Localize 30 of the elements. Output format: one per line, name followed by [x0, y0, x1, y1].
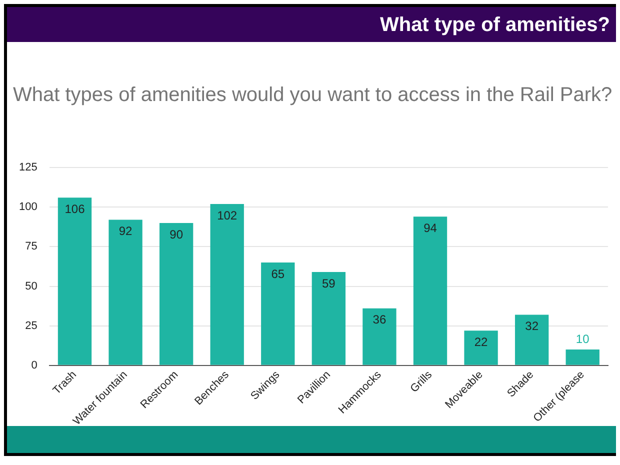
data-label: 90: [170, 227, 184, 242]
data-label: 94: [424, 220, 438, 235]
y-tick-label: 125: [18, 162, 38, 174]
bar: [58, 198, 92, 365]
bar: [464, 330, 498, 365]
data-label: 65: [271, 266, 285, 281]
data-label: 106: [64, 202, 86, 216]
bar: [362, 308, 396, 365]
data-label: 59: [322, 276, 336, 290]
data-label: 22: [474, 334, 488, 349]
chart-subtitle: What types of amenities would you want to access in the Rail Park?: [13, 83, 613, 108]
bar: [261, 262, 295, 365]
data-label: 92: [118, 224, 133, 238]
bar: [413, 216, 448, 365]
data-label: 10: [576, 332, 590, 346]
bar: [108, 220, 142, 365]
bar: [210, 204, 244, 365]
bar: [312, 272, 346, 365]
bar: [566, 350, 600, 365]
chart-title: What type of amenities?: [7, 7, 616, 42]
y-tick-label: 75: [25, 240, 38, 253]
bar: [514, 314, 549, 365]
y-tick-label: 50: [25, 280, 38, 292]
data-label: 102: [217, 208, 238, 222]
data-label: 32: [525, 319, 539, 334]
bar: [159, 222, 194, 365]
y-tick-label: 25: [25, 320, 38, 332]
y-tick-label: 100: [18, 201, 38, 214]
y-tick-label: 0: [31, 359, 38, 372]
data-label: 36: [372, 312, 386, 327]
